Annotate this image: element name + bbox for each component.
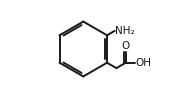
Text: NH₂: NH₂ xyxy=(115,26,135,36)
Text: O: O xyxy=(122,41,130,51)
Text: OH: OH xyxy=(135,58,151,68)
